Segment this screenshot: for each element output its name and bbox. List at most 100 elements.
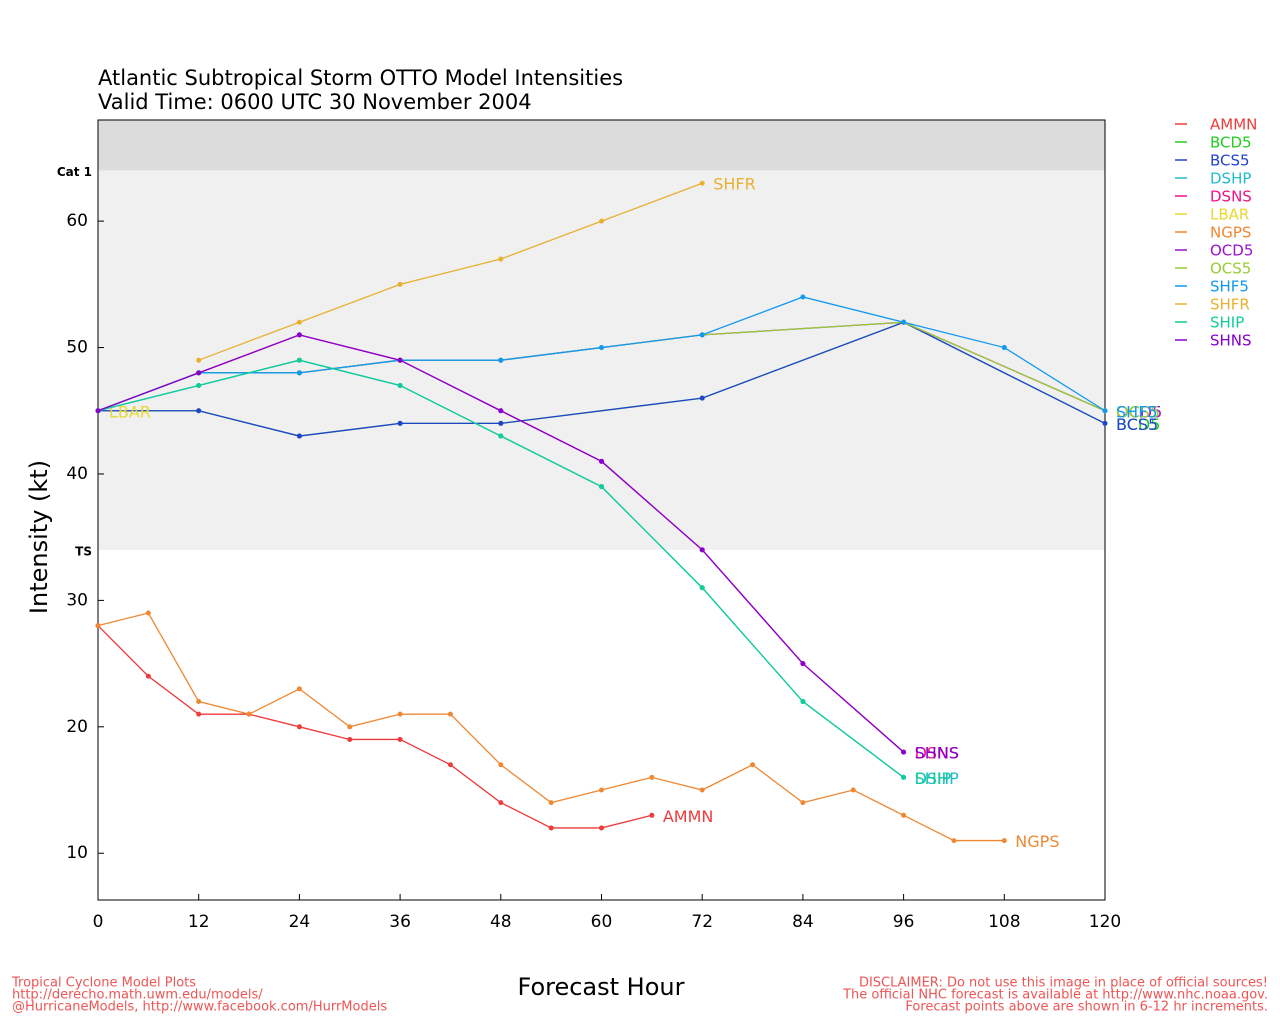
series-point	[699, 585, 705, 591]
series-point	[296, 433, 302, 439]
series-point	[397, 420, 403, 426]
footer-left: @HurricaneModels, http://www.facebook.co…	[12, 1000, 387, 1015]
series-point	[498, 420, 504, 426]
series-point	[145, 610, 151, 616]
series-line	[198, 182, 703, 361]
y-tick-label: 30	[66, 590, 88, 610]
series-line	[97, 625, 653, 829]
end-label: DSNS	[915, 744, 960, 763]
series-point	[901, 812, 907, 818]
x-tick-label: 24	[289, 912, 311, 932]
y-tick-label: 40	[66, 464, 88, 484]
series-point	[397, 382, 403, 388]
legend-label: OCD5	[1210, 242, 1253, 260]
footer-left: Tropical Cyclone Model Plots	[11, 976, 196, 991]
footer-left: http://derecho.math.uwm.edu/models/	[12, 988, 263, 1003]
end-label: SHIP	[915, 769, 952, 788]
series-point	[699, 395, 705, 401]
series-point	[246, 711, 252, 717]
series-point	[397, 736, 403, 742]
x-tick-label: 96	[893, 912, 915, 932]
legend-label: SHFR	[1210, 296, 1250, 314]
series-point	[800, 661, 806, 667]
y-tick-label: 10	[66, 843, 88, 863]
series-point	[296, 370, 302, 376]
series-point	[347, 724, 353, 730]
x-tick-label: 120	[1089, 912, 1121, 932]
series-point	[95, 408, 101, 414]
band-label: TS	[75, 544, 92, 558]
series-point	[1001, 345, 1007, 351]
series-point	[196, 408, 202, 414]
series-point	[196, 370, 202, 376]
legend-label: SHNS	[1210, 332, 1252, 350]
series-point	[800, 800, 806, 806]
end-label: OCS5	[1116, 402, 1160, 421]
series-point	[296, 332, 302, 338]
x-tick-label: 0	[93, 912, 104, 932]
end-label: AMMN	[663, 807, 714, 826]
legend-label: SHIP	[1210, 314, 1244, 332]
legend-label: NGPS	[1210, 224, 1251, 242]
series-point	[548, 800, 554, 806]
series-point	[699, 547, 705, 553]
footer-right: The official NHC forecast is available a…	[842, 988, 1268, 1003]
series-line	[98, 321, 1106, 437]
series-point	[196, 699, 202, 705]
end-label: SHNS	[915, 744, 959, 763]
series-point	[951, 838, 957, 844]
series-point	[599, 458, 604, 464]
x-tick-label: 12	[188, 912, 210, 932]
series-point	[1102, 408, 1108, 414]
footer-right: Forecast points above are shown in 6-12 …	[905, 1000, 1268, 1015]
cat1-band	[98, 120, 1105, 171]
y-tick-label: 50	[66, 338, 88, 358]
series-point	[649, 812, 655, 818]
series-point	[901, 774, 907, 780]
end-label: SHFR	[713, 175, 756, 194]
legend-label: LBAR	[1210, 206, 1249, 224]
series-point	[296, 357, 302, 363]
end-label: BCD5	[1116, 415, 1160, 434]
series-point	[397, 357, 403, 363]
legend-label: OCS5	[1210, 260, 1251, 278]
series-point	[296, 686, 302, 692]
ts-band	[98, 170, 1105, 550]
legend-label: SHF5	[1210, 278, 1249, 296]
series-point	[498, 433, 504, 439]
x-tick-label: 36	[389, 912, 411, 932]
legend-label: DSHP	[1210, 170, 1251, 188]
series-point	[196, 382, 202, 388]
series-point	[548, 825, 554, 831]
legend-label: BCD5	[1210, 134, 1252, 152]
end-label: NGPS	[1015, 832, 1059, 851]
series-line	[97, 612, 1005, 842]
series-point	[649, 774, 655, 780]
end-label: LBAR	[109, 402, 151, 421]
series-point	[498, 762, 504, 768]
series-point	[699, 332, 705, 338]
chart-title: Atlantic Subtropical Storm OTTO Model In…	[98, 66, 623, 90]
series-point	[1001, 838, 1007, 844]
series-point	[145, 673, 151, 679]
series-point	[599, 484, 604, 490]
legend-label: AMMN	[1210, 116, 1257, 134]
chart-subtitle: Valid Time: 0600 UTC 30 November 2004	[98, 90, 532, 114]
series-point	[397, 711, 403, 717]
series-point	[397, 281, 403, 287]
series-point	[498, 800, 504, 806]
x-tick-label: 108	[988, 912, 1020, 932]
series-point	[599, 345, 604, 351]
x-tick-label: 84	[792, 912, 814, 932]
series-point	[196, 357, 202, 363]
band-label: Cat 1	[57, 165, 92, 179]
x-axis-label: Forecast Hour	[518, 973, 685, 1001]
series-point	[296, 724, 302, 730]
legend-label: DSNS	[1210, 188, 1252, 206]
series-point	[599, 787, 604, 793]
series-point	[800, 294, 806, 300]
series-point	[599, 218, 604, 224]
series-point	[95, 623, 101, 629]
x-tick-label: 72	[691, 912, 713, 932]
